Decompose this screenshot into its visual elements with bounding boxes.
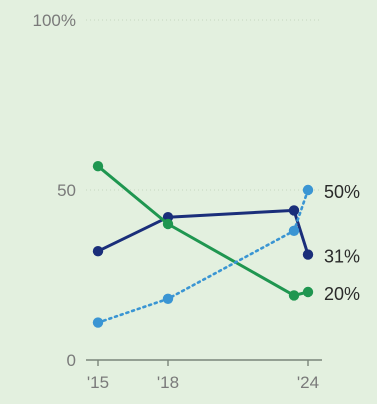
data-point-lightblue-2 bbox=[288, 225, 300, 236]
data-point-green-2 bbox=[288, 290, 300, 301]
y-tick-label-100: 100% bbox=[33, 11, 76, 30]
data-point-lightblue-0 bbox=[92, 317, 104, 328]
end-label-navy: 31% bbox=[324, 247, 360, 267]
x-axis bbox=[86, 359, 322, 366]
series-line-green bbox=[96, 164, 310, 297]
data-point-lightblue-1 bbox=[162, 293, 174, 304]
end-label-lightblue: 50% bbox=[324, 182, 360, 202]
series-line-navy bbox=[96, 208, 310, 257]
y-tick-label-50: 50 bbox=[57, 181, 76, 200]
y-tick-label-0: 0 bbox=[67, 351, 76, 370]
series-group bbox=[92, 161, 314, 328]
data-point-green-1 bbox=[162, 218, 174, 230]
x-tick-label-2018: '18 bbox=[157, 373, 179, 392]
gridlines bbox=[86, 19, 322, 191]
data-point-navy-2 bbox=[288, 205, 300, 216]
data-point-lightblue-3 bbox=[302, 184, 314, 196]
end-label-green: 20% bbox=[324, 284, 360, 304]
x-tick-label-2024: '24 bbox=[297, 373, 319, 392]
x-tick-label-2015: '15 bbox=[87, 373, 109, 392]
data-point-green-0 bbox=[92, 161, 104, 172]
data-point-navy-0 bbox=[92, 246, 104, 257]
labels: 0 50 100% '15 '18 '24 31% 20% 50% bbox=[33, 11, 361, 392]
data-point-navy-3 bbox=[302, 249, 314, 260]
data-point-green-3 bbox=[302, 286, 314, 298]
series-line-lightblue bbox=[96, 188, 310, 324]
